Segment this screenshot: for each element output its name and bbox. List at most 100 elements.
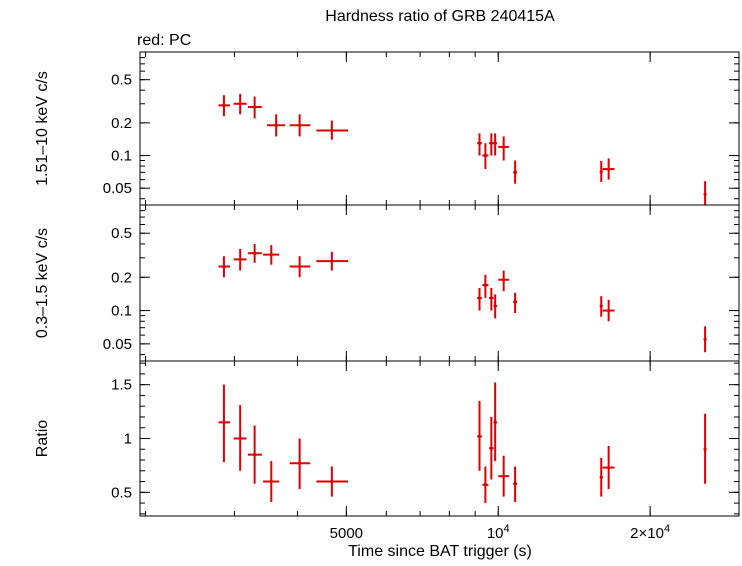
data-point	[482, 274, 489, 298]
x-tick-label: 2×104	[630, 523, 670, 542]
point-marker	[599, 304, 603, 308]
point-marker	[502, 278, 506, 282]
data-point	[498, 455, 509, 497]
point-marker	[238, 257, 242, 262]
y-tick-label: 0.05	[103, 180, 132, 197]
x-tick-label: 104	[487, 523, 510, 542]
data-point	[703, 413, 707, 484]
data-point	[602, 299, 615, 322]
data-point	[289, 256, 311, 278]
data-point	[247, 425, 262, 484]
x-tick-exponent: 4	[664, 523, 670, 535]
data-point	[289, 438, 311, 490]
data-point	[493, 294, 497, 319]
y-axis-label: 0.3–1.5 keV c/s	[34, 228, 51, 338]
y-tick-label: 1.5	[111, 377, 132, 394]
panel-ratio: 0.5 1 1.5 Ratio	[34, 360, 740, 517]
data-point	[599, 296, 603, 317]
point-marker	[493, 141, 497, 145]
data-point	[247, 96, 262, 119]
point-marker	[607, 465, 611, 470]
point-marker	[483, 153, 487, 158]
data-point	[482, 143, 489, 170]
point-marker	[238, 436, 242, 441]
point-marker	[274, 123, 278, 127]
data-point	[316, 120, 349, 140]
point-marker	[703, 447, 707, 451]
point-marker	[599, 475, 603, 479]
point-marker	[253, 105, 257, 109]
data-point	[247, 243, 262, 263]
y-axis-label: Ratio	[34, 420, 51, 457]
point-marker	[253, 251, 257, 255]
data-point	[477, 400, 482, 471]
panel-frame	[139, 204, 740, 362]
point-marker	[477, 296, 482, 300]
point-marker	[222, 103, 226, 107]
data-point	[602, 446, 615, 490]
legend-label: red: PC	[137, 32, 192, 49]
point-marker	[483, 283, 487, 287]
y-tick-label: 1	[124, 431, 132, 448]
data-point	[233, 405, 247, 471]
data-point	[218, 256, 230, 278]
data-point	[489, 287, 494, 311]
point-marker	[502, 474, 506, 478]
data-point	[233, 93, 247, 115]
data-point	[218, 95, 230, 117]
point-marker	[513, 170, 517, 174]
data-point	[218, 384, 230, 463]
point-marker	[238, 102, 242, 106]
point-marker	[513, 482, 517, 486]
point-marker	[607, 308, 611, 313]
data-point	[513, 466, 518, 503]
point-marker	[489, 141, 493, 145]
data-point	[477, 287, 482, 311]
data-point	[493, 133, 497, 156]
point-marker	[222, 420, 226, 424]
point-marker	[298, 123, 302, 127]
data-point	[316, 251, 349, 271]
data-point	[493, 382, 497, 462]
point-marker	[489, 446, 493, 450]
point-marker	[599, 170, 603, 174]
point-marker	[607, 167, 611, 171]
y-tick-label: 0.1	[111, 303, 132, 320]
data-point	[703, 181, 707, 205]
point-marker	[298, 461, 302, 465]
data-point	[599, 161, 603, 183]
data-point	[513, 292, 518, 314]
data-point	[263, 245, 280, 265]
data-point	[513, 160, 518, 184]
y-tick-label: 0.1	[111, 148, 132, 165]
point-marker	[330, 128, 334, 133]
data-point	[263, 461, 280, 503]
point-marker	[298, 264, 302, 269]
y-tick-label: 0.05	[103, 336, 132, 353]
panel-hard: 0.05 0.1 0.2 0.5 1.51–10 keV c/s	[34, 51, 740, 206]
point-marker	[483, 483, 487, 487]
data-point	[498, 136, 509, 161]
point-marker	[253, 453, 257, 457]
data-point	[599, 457, 603, 497]
point-marker	[703, 192, 707, 196]
point-marker	[269, 479, 273, 484]
data-point	[289, 114, 311, 137]
point-marker	[703, 337, 707, 341]
x-tick-label: 5000	[330, 525, 363, 542]
data-point	[489, 133, 494, 156]
panel-frame	[139, 51, 740, 206]
y-axis-label: 1.51–10 keV c/s	[34, 71, 51, 186]
point-marker	[330, 259, 334, 263]
point-marker	[222, 264, 226, 269]
panel-soft: 0.05 0.1 0.2 0.5 0.3–1.5 keV c/s	[34, 204, 740, 362]
data-point	[482, 466, 489, 504]
data-point	[498, 270, 509, 292]
point-marker	[269, 253, 273, 257]
data-point	[602, 158, 615, 180]
data-point	[703, 326, 707, 353]
point-marker	[513, 300, 517, 304]
y-tick-label: 0.2	[111, 269, 132, 286]
x-tick-exponent: 4	[504, 523, 510, 535]
